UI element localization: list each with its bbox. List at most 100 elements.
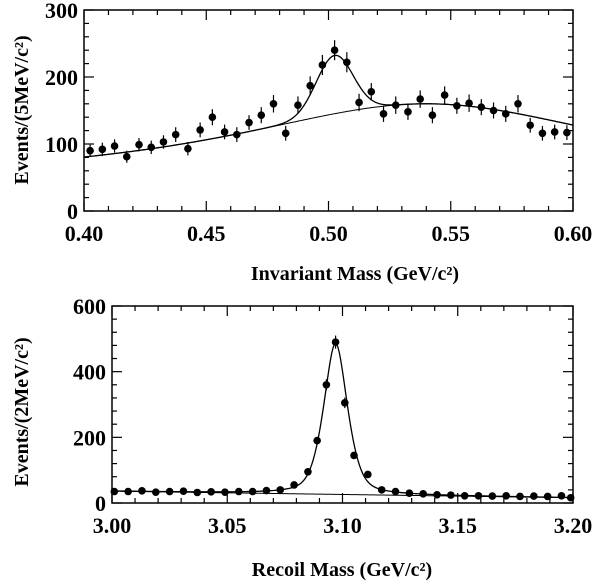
data-point	[440, 91, 449, 99]
bottom-x-axis-label: Recoil Mass (GeV/c²)	[252, 559, 432, 581]
data-point	[367, 87, 376, 96]
bottom-y-axis-label: Events/(2MeV/c²)	[11, 337, 33, 486]
data-point	[465, 99, 473, 107]
data-point	[196, 126, 204, 134]
data-point	[557, 491, 566, 500]
top-x-axis-label: Invariant Mass (GeV/c²)	[251, 263, 459, 285]
data-point	[566, 493, 575, 502]
y-tick-label: 0	[67, 199, 78, 224]
data-point	[391, 487, 400, 496]
data-point	[489, 106, 498, 115]
data-point	[171, 130, 180, 139]
data-point	[313, 436, 321, 445]
data-point	[165, 487, 174, 496]
data-point	[391, 101, 400, 109]
y-tick-label: 200	[73, 425, 106, 450]
data-point	[122, 152, 131, 161]
data-point	[379, 110, 388, 118]
x-tick-label: 3.15	[439, 513, 478, 538]
bottom-data-points	[110, 335, 575, 502]
data-point	[405, 489, 414, 497]
total-fit-curve	[111, 343, 574, 499]
data-point	[460, 491, 469, 500]
data-point	[110, 142, 119, 150]
data-point	[474, 491, 483, 500]
data-point	[135, 140, 143, 149]
bottom-panel: 3.00 3.05 3.10 3.15 3.20 0 200 400 600 Recoil Ma…	[11, 294, 592, 581]
data-point	[86, 146, 94, 155]
data-point	[404, 108, 412, 116]
x-tick-label: 3.10	[323, 513, 362, 538]
data-point	[306, 81, 314, 90]
x-tick-label: 3.20	[554, 513, 593, 538]
bottom-fit-curves	[111, 343, 574, 499]
data-point	[276, 486, 285, 494]
data-point	[290, 481, 298, 489]
data-point	[193, 488, 202, 497]
data-point	[257, 111, 266, 119]
bottom-tick-labels: 3.00 3.05 3.10 3.15 3.20 0 200 400 600	[73, 294, 592, 538]
data-point	[124, 487, 132, 496]
data-point	[453, 102, 461, 110]
data-point	[151, 488, 160, 496]
y-tick-label: 200	[45, 65, 78, 90]
data-point	[138, 487, 146, 495]
data-point	[526, 121, 535, 130]
top-panel: 0.40 0.45 0.50 0.55 0.60 0 100 200 300 Invariant…	[11, 0, 592, 285]
data-point	[419, 490, 427, 498]
data-point	[98, 145, 107, 154]
data-point	[538, 129, 547, 138]
data-point	[488, 492, 497, 500]
data-point	[514, 100, 522, 108]
x-tick-label: 0.50	[309, 221, 348, 246]
top-fit-curves	[83, 54, 574, 158]
data-point	[281, 129, 290, 138]
bottom-axis-ticks	[111, 305, 574, 504]
data-point	[433, 490, 441, 499]
data-point	[543, 492, 552, 501]
data-point	[428, 111, 437, 119]
data-point	[221, 488, 229, 496]
data-point	[355, 98, 363, 107]
data-point	[447, 491, 455, 499]
data-point	[294, 101, 302, 109]
y-tick-label: 300	[45, 0, 78, 23]
top-axis-ticks	[83, 9, 574, 212]
data-point	[147, 143, 156, 152]
data-point	[502, 491, 510, 500]
data-point	[234, 487, 243, 496]
background-fit-curve	[83, 103, 574, 158]
top-tick-labels: 0.40 0.45 0.50 0.55 0.60 0 100 200 300	[45, 0, 592, 246]
x-tick-label: 0.40	[65, 221, 104, 246]
data-point	[262, 486, 271, 495]
x-tick-label: 3.00	[93, 513, 132, 538]
data-point	[233, 130, 241, 139]
data-point	[563, 128, 571, 137]
data-point	[550, 128, 559, 136]
data-point	[330, 46, 339, 54]
data-point	[208, 113, 217, 121]
data-point	[343, 58, 351, 67]
data-point	[416, 95, 424, 103]
data-point	[530, 492, 538, 500]
data-point	[110, 487, 119, 496]
data-point	[159, 138, 168, 146]
data-point	[341, 399, 349, 407]
data-point	[501, 110, 510, 118]
x-tick-label: 3.05	[208, 513, 247, 538]
data-point	[350, 451, 358, 460]
data-point	[477, 103, 486, 111]
data-point	[269, 100, 278, 108]
data-point	[322, 381, 331, 389]
y-tick-label: 100	[45, 132, 78, 157]
total-fit-curve	[83, 54, 574, 158]
data-point	[207, 488, 215, 496]
y-tick-label: 400	[73, 360, 106, 385]
top-data-points	[86, 40, 571, 163]
data-point	[220, 128, 229, 136]
data-point	[364, 470, 372, 479]
data-point	[377, 486, 386, 494]
y-tick-label: 0	[95, 491, 106, 516]
data-point	[179, 487, 188, 495]
